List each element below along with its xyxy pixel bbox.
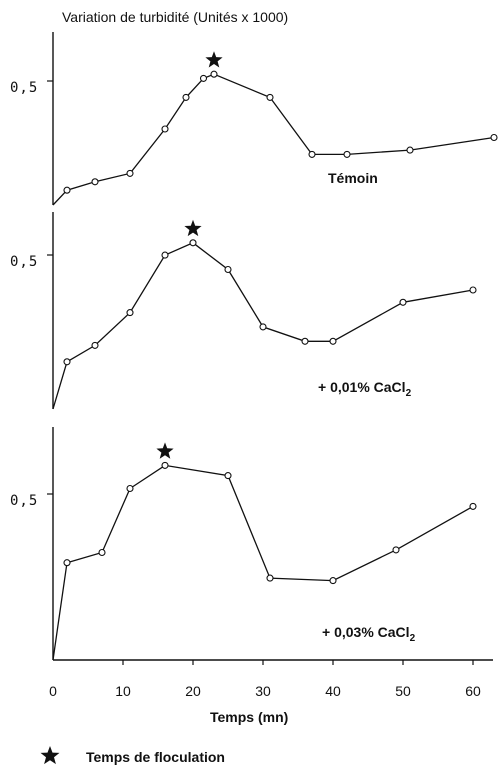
- data-point: [91, 341, 99, 349]
- x-axis-label: Temps (mn): [210, 709, 288, 725]
- flocculation-star-icon: [184, 219, 202, 237]
- data-point: [343, 150, 351, 158]
- data-point: [126, 309, 134, 317]
- panel-cacl2-003: 0,5 + 0,03% CaCl2: [10, 427, 477, 661]
- data-point: [199, 74, 208, 82]
- x-tick-label: 0: [49, 683, 57, 699]
- data-point: [329, 337, 337, 345]
- x-tick-label: 50: [395, 683, 411, 699]
- legend: Temps de floculation: [40, 746, 225, 765]
- data-point: [259, 323, 267, 331]
- data-point: [98, 548, 106, 557]
- data-point: [266, 574, 274, 582]
- legend-label: Temps de floculation: [86, 749, 225, 765]
- data-point: [182, 93, 190, 101]
- series-label-temoin: Témoin: [328, 170, 378, 186]
- x-tick-label: 10: [115, 683, 131, 699]
- data-point: [161, 461, 169, 469]
- data-point: [392, 546, 400, 554]
- data-point: [161, 251, 169, 259]
- data-point: [91, 178, 99, 186]
- x-ticks: 0 10 20 30 40 50 60: [49, 660, 481, 699]
- figure-title: Variation de turbidité (Unités x 1000): [62, 9, 288, 25]
- data-point: [126, 484, 134, 493]
- y-tick-label-panel-2: 0,5: [10, 254, 38, 270]
- flocculation-star-icon: [156, 442, 174, 459]
- series-line: [52, 73, 495, 206]
- data-point: [406, 146, 414, 154]
- data-point: [490, 133, 498, 142]
- flocculation-star-icon: [205, 51, 223, 68]
- data-point: [469, 502, 477, 510]
- data-point: [63, 186, 71, 194]
- data-point: [63, 358, 71, 366]
- data-point: [266, 93, 274, 101]
- data-point: [224, 472, 232, 480]
- data-point: [308, 150, 316, 158]
- y-tick-label-panel-3: 0,5: [10, 493, 38, 509]
- legend-star-icon: [40, 746, 60, 765]
- data-point: [63, 559, 71, 567]
- panel-cacl2-001: 0,5 + 0,01% CaCl2: [10, 212, 477, 410]
- data-point: [210, 70, 218, 78]
- data-point: [329, 577, 337, 585]
- data-point: [301, 337, 309, 345]
- x-tick-label: 30: [255, 683, 271, 699]
- data-point: [161, 125, 169, 133]
- y-tick-label-panel-1: 0,5: [10, 80, 38, 96]
- panel-temoin: 0,5 Témoin: [10, 32, 498, 206]
- data-point: [126, 169, 134, 177]
- data-point: [224, 265, 232, 274]
- series-label-cacl2-003: + 0,03% CaCl2: [322, 624, 416, 644]
- series-line: [52, 464, 474, 661]
- series-line: [52, 242, 474, 410]
- x-tick-label: 20: [185, 683, 201, 699]
- x-tick-label: 40: [325, 683, 341, 699]
- x-tick-label: 60: [465, 683, 481, 699]
- data-point: [469, 286, 477, 294]
- data-point: [189, 239, 197, 247]
- series-label-cacl2-001: + 0,01% CaCl2: [318, 379, 412, 399]
- data-point: [399, 298, 407, 306]
